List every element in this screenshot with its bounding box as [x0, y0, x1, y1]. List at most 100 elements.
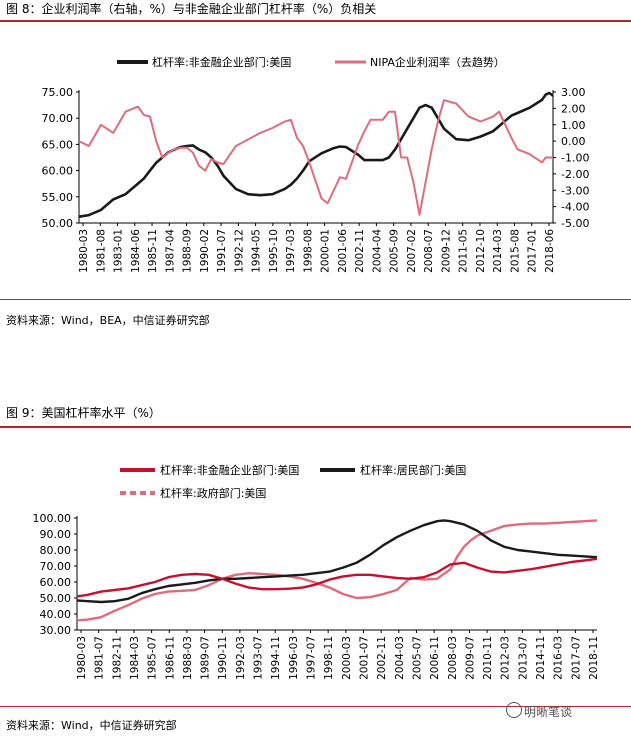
y-tick-label: 40.00	[40, 608, 72, 621]
x-tick-label: 1993-07	[253, 636, 265, 680]
x-tick-label: 2001-07	[358, 636, 370, 680]
right-tick-label: -5.00	[561, 217, 589, 230]
y-tick-label: 80.00	[40, 544, 72, 557]
x-tick-label: 1998-11	[323, 636, 335, 680]
right-tick-label: 0.00	[561, 135, 586, 148]
x-tick-label: 2014-03	[492, 229, 504, 273]
x-tick-label: 1981-08	[95, 229, 107, 273]
x-tick-label: 2000-03	[341, 636, 353, 680]
x-tick-label: 1994-05	[251, 229, 263, 273]
figure8-chart: 杠杆率:非金融企业部门:美国 NIPA企业利润率（去趋势） 50.00 55.00 60…	[42, 55, 590, 273]
x-tick-label: 2012-03	[500, 636, 512, 680]
x-tick-label: 2013-07	[517, 636, 529, 680]
y-tick-label: 100.00	[33, 512, 72, 525]
x-tick-label: 2000-01	[320, 229, 332, 273]
x-tick-label: 2004-03	[394, 636, 406, 680]
left-tick-label: 55.00	[42, 191, 74, 204]
x-tick-label: 1987-04	[164, 229, 176, 273]
legend-label-profit: NIPA企业利润率（去趋势）	[370, 55, 505, 69]
series-line-leverage	[78, 91, 554, 218]
x-tick-label: 1990-02	[199, 229, 211, 273]
left-tick-label: 50.00	[42, 217, 74, 230]
right-tick-label: -2.00	[561, 168, 589, 181]
x-tick-label: 2008-07	[423, 229, 435, 273]
x-tick-label: 2010-11	[482, 636, 494, 680]
x-tick-label: 1980-03	[78, 229, 90, 273]
right-tick-label: 2.00	[561, 102, 586, 115]
left-tick-label: 65.00	[42, 138, 74, 151]
x-tick-label: 1991-07	[216, 229, 228, 273]
x-tick-label: 1992-03	[235, 636, 247, 680]
right-tick-label: 3.00	[561, 86, 586, 99]
x-tick-label: 2005-09	[389, 229, 401, 273]
x-tick-label: 2018-11	[588, 636, 600, 680]
x-tick-label: 1982-11	[111, 636, 123, 680]
x-tick-label: 2008-03	[447, 636, 459, 680]
figure9-title: 图 9：美国杠杆率水平（%）	[6, 406, 161, 420]
legend-label-corporate: 杠杆率:非金融企业部门:美国	[160, 463, 299, 477]
legend-label-household: 杠杆率:居民部门:美国	[360, 463, 466, 477]
x-tick-label: 1985-07	[147, 636, 159, 680]
x-tick-label: 2014-11	[535, 636, 547, 680]
x-tick-label: 1992-12	[233, 229, 245, 273]
x-tick-label: 2015-08	[509, 229, 521, 273]
left-tick-label: 60.00	[42, 165, 74, 178]
right-tick-label: -3.00	[561, 184, 589, 197]
figure8-source: 资料来源：Wind，BEA，中信证券研究部	[6, 314, 210, 327]
x-tick-label: 2002-11	[376, 636, 388, 680]
right-tick-label: 1.00	[561, 119, 586, 132]
watermark-text: 明晰笔谈	[524, 705, 573, 719]
x-tick-label: 1989-07	[200, 636, 212, 680]
x-tick-label: 2017-07	[570, 636, 582, 680]
x-tick-label: 1995-10	[268, 229, 280, 273]
right-tick-label: -1.00	[561, 152, 589, 165]
x-tick-label: 1985-11	[147, 229, 159, 273]
x-tick-label: 1997-07	[306, 636, 318, 680]
y-tick-label: 60.00	[40, 576, 72, 589]
x-tick-label: 1990-11	[217, 636, 229, 680]
series-line-corporate	[76, 557, 598, 598]
series-line-household	[76, 519, 598, 604]
figure8-title: 图 8：企业利润率（右轴，%）与非金融企业部门杠杆率（%）负相关	[6, 2, 377, 16]
x-tick-label: 1994-11	[270, 636, 282, 680]
x-tick-label: 1984-06	[130, 229, 142, 273]
x-tick-label: 1988-09	[182, 229, 194, 273]
x-tick-label: 2006-11	[429, 636, 441, 680]
x-tick-label: 2009-07	[464, 636, 476, 680]
x-tick-label: 2007-02	[406, 229, 418, 273]
y-tick-label: 90.00	[40, 528, 72, 541]
x-tick-label: 2016-03	[553, 636, 565, 680]
x-tick-label: 2002-11	[354, 229, 366, 273]
legend-label-government: 杠杆率:政府部门:美国	[160, 486, 266, 500]
x-tick-label: 2009-12	[440, 229, 452, 273]
series-line-government	[76, 519, 598, 622]
left-tick-label: 70.00	[42, 112, 74, 125]
figure8-top-rule	[0, 20, 631, 22]
figure8-bottom-rule	[0, 299, 631, 300]
wechat-icon	[506, 702, 522, 718]
x-tick-label: 1988-03	[182, 636, 194, 680]
x-tick-label: 2012-10	[475, 229, 487, 273]
figure9-chart: 杠杆率:非金融企业部门:美国 杠杆率:居民部门:美国杠杆率:政府部门:美国 30.0…	[33, 463, 601, 680]
x-tick-label: 1998-08	[302, 229, 314, 273]
x-tick-label: 1980-03	[76, 636, 88, 680]
figure9-top-rule	[0, 426, 631, 428]
x-tick-label: 2005-07	[411, 636, 423, 680]
y-tick-label: 50.00	[40, 592, 72, 605]
figure9-source: 资料来源：Wind，中信证券研究部	[6, 719, 177, 732]
left-tick-label: 75.00	[42, 86, 74, 99]
x-tick-label: 1986-11	[164, 636, 176, 680]
x-tick-label: 1983-01	[113, 229, 125, 273]
legend-label-leverage: 杠杆率:非金融企业部门:美国	[152, 55, 291, 69]
x-tick-label: 2004-04	[371, 229, 383, 273]
x-tick-label: 2018-06	[544, 229, 556, 273]
x-tick-label: 1997-03	[285, 229, 297, 273]
x-tick-label: 1981-07	[94, 636, 106, 680]
y-tick-label: 30.00	[40, 624, 72, 637]
figure9-bottom-rule	[0, 706, 631, 707]
series-line-profit	[78, 99, 553, 216]
y-tick-label: 70.00	[40, 560, 72, 573]
x-tick-label: 1984-03	[129, 636, 141, 680]
x-tick-label: 2017-01	[527, 229, 539, 273]
x-tick-label: 1996-03	[288, 636, 300, 680]
